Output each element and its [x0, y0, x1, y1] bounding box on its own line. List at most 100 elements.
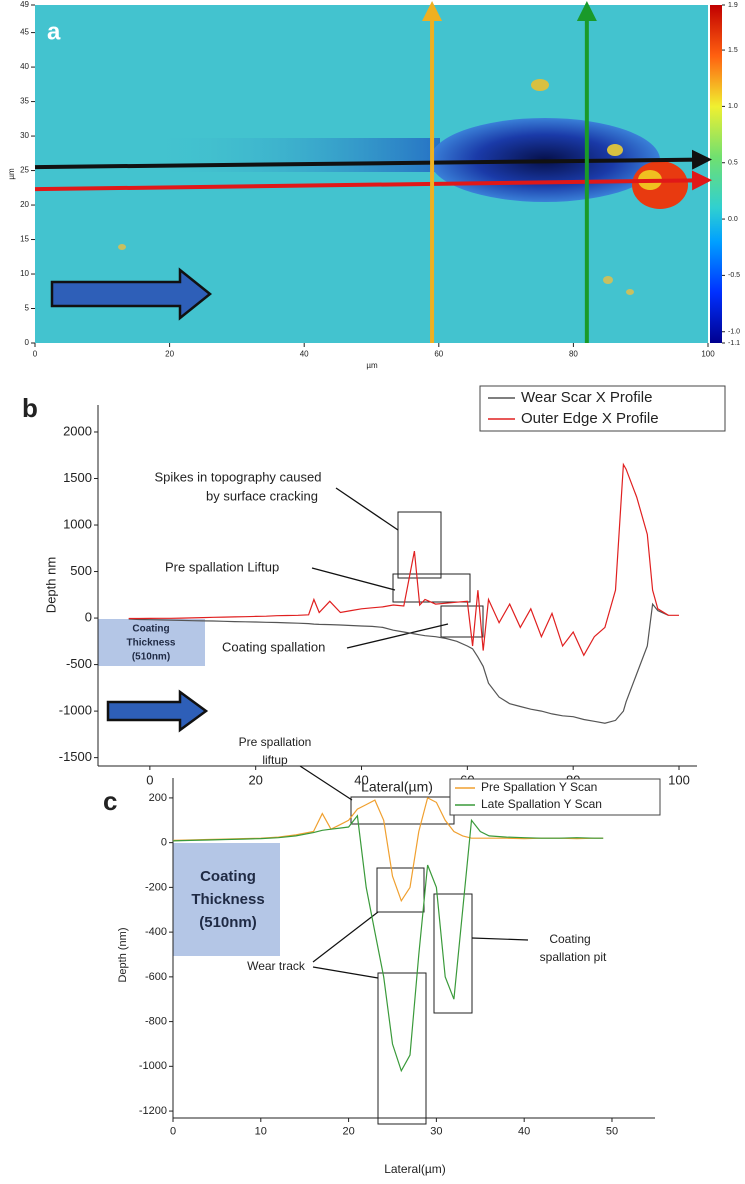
x-tick-label: 20 [342, 1126, 354, 1138]
debris [531, 79, 549, 91]
profile-arrow [34, 149, 712, 170]
y-tick-label: -500 [66, 656, 92, 671]
annotation: Pre spallation [239, 735, 312, 749]
colorbar-tick-label: 1.0 [728, 103, 738, 110]
y-axis-label: Depth (nm) [117, 927, 129, 982]
colorbar-tick-label: -1.1 [728, 340, 740, 347]
panel-label: a [47, 18, 61, 45]
direction-arrow [50, 267, 213, 321]
colorbar [710, 5, 722, 343]
y-tick-label: 5 [25, 304, 30, 313]
colorbar-tick-label: 0.0 [728, 216, 738, 223]
colorbar-tick-label: -1.0 [728, 329, 740, 336]
x-tick-label: 50 [606, 1126, 618, 1138]
thickness-band [98, 619, 205, 666]
x-tick-label: 0 [33, 350, 38, 359]
panel-b: b Coating Thickness (510nm) Spikes in to… [22, 385, 726, 795]
x-tick-label: 100 [668, 773, 690, 788]
panel-label: b [22, 393, 38, 423]
y-tick-label: 0 [25, 338, 30, 347]
panel-a: a µm µm 0 20 40 60 80 100 0 5 10 15 20 25 30 35 40 45 49… [7, 0, 740, 370]
x-tick-label: 0 [146, 773, 153, 788]
y-tick-label: -400 [145, 926, 167, 938]
y-tick-label: 10 [20, 269, 29, 278]
callout-box [350, 796, 455, 825]
debris [603, 276, 613, 284]
annotation: Pre spallation Liftup [165, 559, 279, 574]
y-tick-label: 2000 [63, 423, 92, 438]
x-tick-label: 20 [248, 773, 262, 788]
y-tick-label: 1500 [63, 470, 92, 485]
y-tick-label: 1000 [63, 516, 92, 531]
annotation: liftup [262, 753, 288, 767]
annotation: spallation pit [540, 950, 607, 964]
y-tick-label: 15 [20, 235, 29, 244]
y-tick-label: -800 [145, 1015, 167, 1027]
x-axis-label: Lateral(µm) [361, 779, 433, 795]
series-line [128, 602, 669, 724]
legend-label: Pre Spallation Y Scan [481, 780, 597, 794]
x-axis-label: Lateral(µm) [384, 1162, 446, 1176]
callout-box [376, 867, 425, 913]
y-tick-label: 200 [149, 792, 167, 804]
y-axis-label: Depth nm [43, 557, 58, 613]
y-tick-label: -200 [145, 881, 167, 893]
callout-line [299, 765, 529, 979]
series-line [172, 814, 604, 1073]
profile-arrow [34, 170, 712, 192]
x-tick-label: 40 [354, 773, 368, 788]
debris [626, 289, 634, 295]
colorbar-tick-label: 1.5 [728, 47, 738, 54]
x-tick-label: 100 [701, 350, 715, 359]
annotation: Spikes in topography caused [155, 469, 322, 484]
annotation: (510nm) [199, 914, 257, 931]
y-tick-label: -1500 [59, 749, 92, 764]
legend-label: Late Spallation Y Scan [481, 797, 602, 811]
annotation: (510nm) [132, 652, 170, 663]
x-tick-label: 10 [255, 1126, 267, 1138]
legend [449, 778, 661, 816]
annotation: by surface cracking [206, 488, 318, 503]
y-axis-label: µm [7, 168, 16, 180]
callout-line [311, 487, 449, 649]
y-tick-label: 500 [70, 563, 92, 578]
y-tick-label: 25 [20, 166, 29, 175]
debris [607, 144, 623, 156]
y-tick-label: 0 [161, 837, 167, 849]
y-tick-label: -1200 [139, 1105, 167, 1117]
legend [479, 385, 726, 432]
annotation: Coating [132, 624, 169, 635]
y-tick-label: 20 [20, 200, 29, 209]
panel-label: c [103, 786, 117, 816]
x-tick-label: 40 [300, 350, 309, 359]
direction-arrow [106, 689, 209, 733]
y-tick-label: 49 [20, 0, 29, 9]
annotation: Wear track [247, 959, 306, 973]
callout-box [377, 972, 427, 1125]
legend-label: Wear Scar X Profile [521, 389, 652, 406]
colorbar-tick-label: 0.5 [728, 160, 738, 167]
annotation: Coating spallation [222, 639, 325, 654]
x-tick-label: 80 [569, 350, 578, 359]
colorbar-tick-label: -0.5 [728, 272, 740, 279]
x-tick-label: 20 [165, 350, 174, 359]
debris [118, 244, 126, 250]
legend-label: Outer Edge X Profile [521, 410, 659, 427]
annotation: Thickness [191, 891, 264, 908]
y-tick-label: -600 [145, 971, 167, 983]
y-tick-label: -1000 [59, 703, 92, 718]
x-tick-label: 0 [170, 1126, 176, 1138]
series-line [128, 462, 679, 657]
thickness-band [173, 843, 280, 956]
y-tick-label: -1000 [139, 1060, 167, 1072]
annotation: Thickness [127, 638, 176, 649]
callout-box [440, 605, 484, 638]
y-tick-label: 30 [20, 131, 29, 140]
x-axis-label: µm [366, 361, 378, 370]
x-tick-label: 40 [518, 1126, 530, 1138]
y-tick-label: 35 [20, 97, 29, 106]
x-tick-label: 60 [434, 350, 443, 359]
y-tick-label: 40 [20, 62, 29, 71]
callout-box [433, 893, 473, 1014]
